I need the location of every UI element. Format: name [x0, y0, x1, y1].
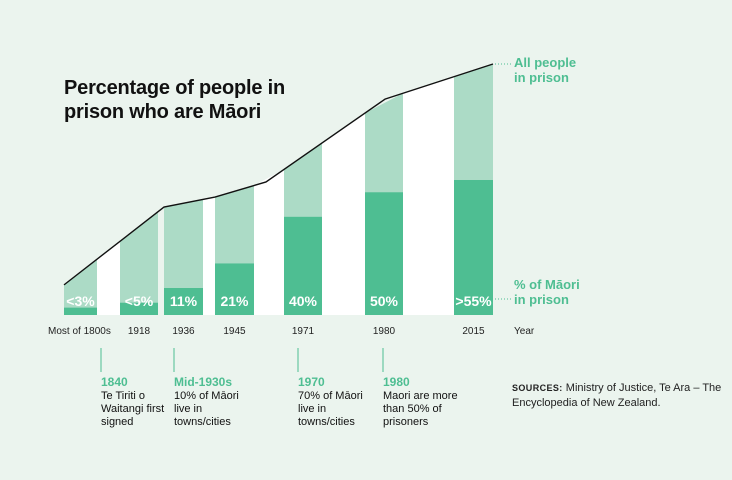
x-tick-label: Most of 1800s — [48, 326, 111, 337]
value-label: 21% — [220, 293, 249, 309]
event-1840: 1840 Te Tiriti o Waitangi first signed — [101, 376, 183, 429]
maori-bar-1971 — [284, 216, 322, 315]
x-axis-label: Year — [514, 326, 535, 337]
total-bar-1918 — [120, 211, 158, 315]
sources-text: Ministry of Justice, Te Ara – The Encycl… — [512, 382, 722, 409]
event-text: 70% of Māori live in towns/cities — [298, 390, 363, 428]
event-year: 1980 — [383, 375, 410, 389]
legend-maori: % of Māori in prison — [514, 277, 580, 307]
maori-bar-1936 — [164, 288, 203, 315]
event-year: 1840 — [101, 375, 128, 389]
event-year: Mid-1930s — [174, 375, 233, 389]
event-year: 1970 — [298, 375, 325, 389]
chart-title: Percentage of people in prison who are M… — [64, 77, 286, 123]
legend-maori-line1: % of Māori — [514, 277, 580, 292]
total-bar-1936 — [164, 199, 203, 315]
value-label: 40% — [289, 293, 318, 309]
x-tick-label: 2015 — [462, 326, 485, 337]
value-label: 11% — [170, 293, 198, 309]
event-text: 10% of Māori live in towns/cities — [174, 390, 239, 428]
legend-all-line1: All people — [514, 55, 577, 70]
maori-bar-2015 — [454, 180, 493, 315]
x-tick-label: 1936 — [172, 326, 195, 337]
gap-column-3 — [322, 113, 365, 315]
gap-column-1 — [203, 197, 215, 315]
event-1970: 1970 70% of Māori live in towns/cities — [298, 376, 380, 429]
x-tick-label: 1971 — [292, 326, 315, 337]
value-label: >55% — [455, 293, 492, 309]
legend-all-line2: in prison — [514, 70, 569, 85]
value-label: <3% — [66, 293, 95, 309]
legend-maori-line2: in prison — [514, 292, 569, 307]
all-people-line — [63, 63, 494, 286]
maori-bar-most-of-1800s — [64, 307, 97, 315]
gap-column-0 — [97, 241, 120, 315]
value-label: <5% — [125, 293, 154, 309]
value-label: 50% — [370, 293, 399, 309]
gap-column-4 — [403, 76, 454, 315]
legend-all-people: All people in prison — [514, 55, 576, 85]
maori-bar-1945 — [215, 263, 254, 315]
event-1980: 1980 Maori are more than 50% of prisoner… — [383, 376, 469, 429]
event-text: Te Tiriti o Waitangi first signed — [101, 390, 165, 428]
event-mid-1930s: Mid-1930s 10% of Māori live in towns/cit… — [174, 376, 256, 429]
maori-bar-1918 — [120, 302, 158, 315]
gap-column-2 — [254, 169, 284, 315]
event-text: Maori are more than 50% of prisoners — [383, 390, 458, 428]
x-tick-label: 1980 — [373, 326, 396, 337]
sources-label: SOURCES: — [512, 383, 563, 393]
x-tick-label: 1945 — [223, 326, 246, 337]
sources-note: SOURCES: Ministry of Justice, Te Ara – T… — [512, 381, 722, 411]
maori-bar-1980 — [365, 192, 403, 315]
x-tick-label: 1918 — [128, 326, 151, 337]
total-bar-most-of-1800s — [64, 259, 97, 315]
